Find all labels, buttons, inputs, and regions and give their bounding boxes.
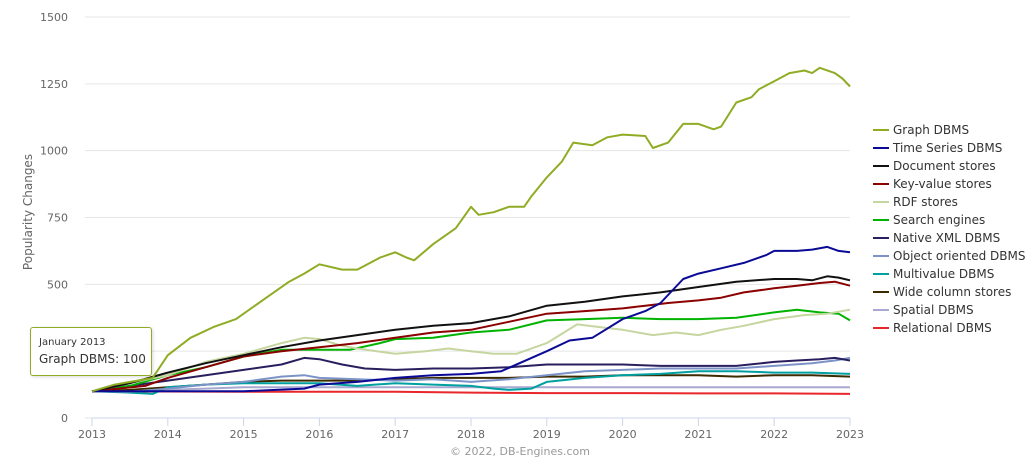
legend-item[interactable]: Native XML DBMS [873,231,1000,245]
y-axis: 0250500750100012501500 [40,11,68,425]
y-axis-label: Popularity Changes [21,154,35,270]
legend-item[interactable]: Time Series DBMS [873,141,1002,155]
legend-item[interactable]: RDF stores [873,195,958,209]
x-tick-label: 2015 [230,428,258,441]
x-tick-label: 2021 [684,428,712,441]
y-tick-label: 750 [47,212,68,225]
series-line-native-xml-dbms[interactable] [91,356,851,393]
legend-label: Wide column stores [893,285,1011,299]
series-line-rdf-stores[interactable] [91,308,851,393]
series-line-graph-dbms[interactable] [91,66,851,393]
legend-item[interactable]: Document stores [873,159,996,173]
tooltip-date: January 2013 [39,337,106,348]
x-tick-label: 2019 [533,428,561,441]
legend-label: Key-value stores [893,177,992,191]
legend-label: Object oriented DBMS [893,249,1025,263]
legend-label: Native XML DBMS [893,231,1000,245]
legend-item[interactable]: Graph DBMS [873,123,969,137]
x-tick-label: 2018 [457,428,485,441]
y-tick-label: 1250 [40,78,68,91]
legend-label: Time Series DBMS [892,141,1002,155]
legend-label: Document stores [893,159,996,173]
tooltip-value: Graph DBMS: 100 [39,352,146,366]
x-axis: 2013 2014 2015 2016 2017 2018 2019 2020 2021 2022… [78,417,864,441]
x-tick-label: 2013 [78,428,106,441]
series-line-time-series-dbms[interactable] [92,245,851,393]
legend: Graph DBMS Time Series DBMS Document store… [873,123,1025,335]
legend-label: Search engines [893,213,985,227]
series-line-document-stores[interactable] [91,275,851,393]
y-tick-label: 1500 [40,11,68,24]
legend-label: RDF stores [893,195,958,209]
x-tick-label: 2017 [381,428,409,441]
legend-label: Relational DBMS [893,321,992,335]
legend-label: Graph DBMS [893,123,969,137]
legend-item[interactable]: Search engines [873,213,985,227]
x-tick-label: 2014 [154,428,182,441]
series-lines [91,66,851,395]
y-tick-label: 500 [47,278,68,291]
tooltip: January 2013 Graph DBMS: 100 [30,327,152,376]
series-line-key-value-stores[interactable] [91,280,851,393]
legend-item[interactable]: Key-value stores [873,177,992,191]
gridlines [85,16,850,419]
credits[interactable]: © 2022, DB-Engines.com [450,445,590,458]
y-tick-label: 0 [61,412,68,425]
legend-item[interactable]: Wide column stores [873,285,1011,299]
legend-item[interactable]: Multivalue DBMS [873,267,994,281]
legend-item[interactable]: Object oriented DBMS [873,249,1025,263]
x-tick-label: 2023 [836,428,864,441]
x-tick-label: 2022 [760,428,788,441]
legend-item[interactable]: Relational DBMS [873,321,992,335]
legend-label: Spatial DBMS [893,303,974,317]
series-line-spatial-dbms[interactable] [92,386,850,393]
x-tick-label: 2020 [609,428,637,441]
series-line-object-oriented-dbms[interactable] [91,356,851,393]
legend-item[interactable]: Spatial DBMS [873,303,974,317]
legend-label: Multivalue DBMS [893,267,994,281]
y-tick-label: 1000 [40,145,68,158]
x-tick-label: 2016 [305,428,333,441]
